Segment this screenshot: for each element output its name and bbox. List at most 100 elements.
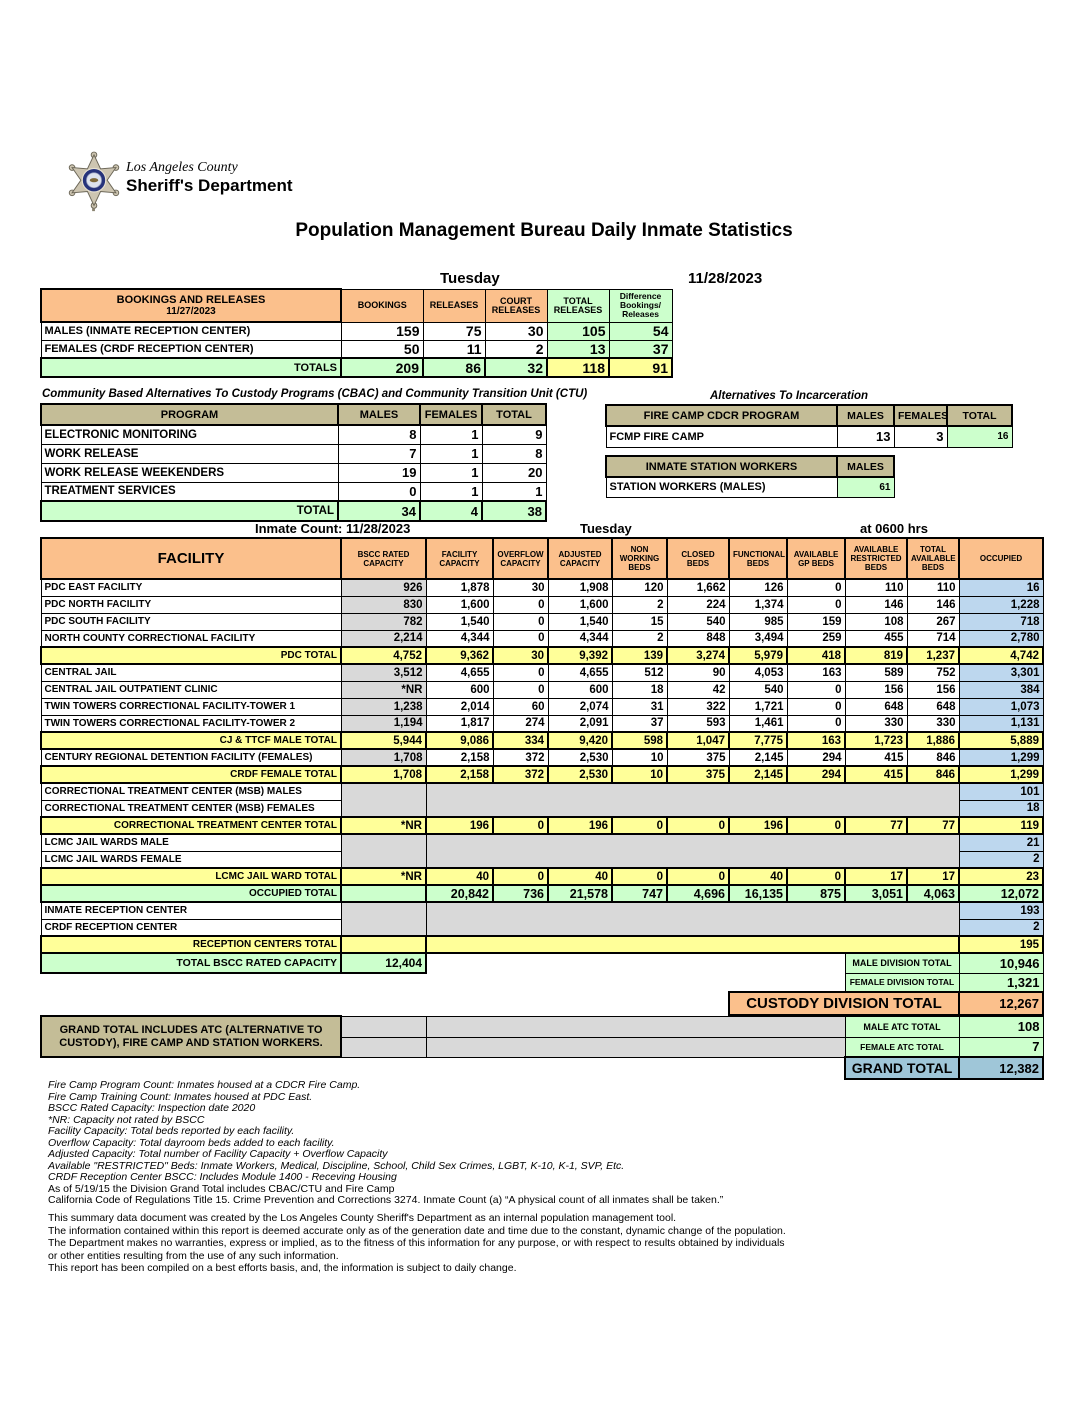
- sheriff-badge-icon: [68, 151, 120, 212]
- cell-value: 196: [425, 816, 494, 835]
- inmate-count-label: Inmate Count: 11/28/2023: [255, 521, 411, 536]
- table-row: OCCUPIED TOTAL 20,842 736 21,578 747 4,696 16,…: [40, 884, 1044, 903]
- cell-value: 0: [611, 867, 668, 886]
- cell-value: 0: [492, 595, 549, 614]
- fire-camp-table: FIRE CAMP CDCR PROGRAM MALES FEMALES TOT…: [605, 404, 1013, 448]
- footnote-line: Overflow Capacity: Total dayroom beds ad…: [48, 1136, 335, 1149]
- page-title: Population Management Bureau Daily Inmat…: [295, 220, 793, 241]
- cell-value: 1,540: [547, 612, 613, 631]
- agency-name: Los Angeles County Sheriff's Department: [126, 160, 293, 196]
- cell-value: 274: [492, 714, 549, 733]
- cell-value: 455: [844, 629, 908, 648]
- row-label: TOTAL: [40, 500, 339, 522]
- cell-value: 21,578: [547, 884, 613, 903]
- cell-value: 156: [906, 680, 960, 699]
- cell-value: 4,063: [906, 884, 960, 903]
- footnote-line: Fire Camp Training Count: Inmates housed…: [48, 1090, 313, 1103]
- cell-bookings: 50: [340, 339, 424, 359]
- row-label: PDC TOTAL: [40, 646, 342, 665]
- cell-value: 418: [786, 646, 846, 665]
- cell-females: 1: [419, 481, 483, 502]
- cell-value: 0: [492, 612, 549, 631]
- cell-value: 3,494: [728, 629, 788, 648]
- cell-males: 19: [337, 462, 421, 483]
- cell-court-releases: 2: [484, 339, 548, 359]
- cell-occupied: 1,299: [958, 748, 1044, 767]
- table-row: INMATE RECEPTION CENTER 193: [40, 901, 1044, 937]
- table-row: PDC EAST FACILITY 926 1,878 30 1,908 120 1,662…: [40, 578, 1044, 597]
- row-label: LCMC JAIL WARD TOTAL: [40, 867, 342, 886]
- table-row: LCMC JAIL WARD TOTAL *NR 40 0 40 0 0 40 0 17 17 23: [40, 867, 1044, 886]
- table-row: LCMC JAIL WARDS MALE 21: [40, 833, 1044, 869]
- cell-value: 60: [492, 697, 549, 716]
- facility-table: FACILITY BSCC RATED CAPACITY FACILITY CA…: [40, 537, 1044, 1016]
- table-row: WORK RELEASE 7 1 8: [40, 443, 547, 464]
- cbac-title: Community Based Alternatives To Custody …: [42, 388, 588, 400]
- cell-occupied: 21: [958, 833, 1044, 852]
- merged-cell: [425, 901, 960, 937]
- cell-value: 0: [786, 816, 846, 835]
- cell-bscc: 1,238: [340, 697, 427, 716]
- cell-value: 540: [728, 680, 788, 699]
- table-row: FEMALES (CRDF RECEPTION CENTER) 50 11 2 13 37: [40, 339, 673, 359]
- cell-value: 747: [611, 884, 668, 903]
- cell-occupied: 718: [958, 612, 1044, 631]
- cell-value: 9,362: [425, 646, 494, 665]
- col-total: TOTAL: [481, 403, 547, 426]
- col-facility: FACILITY: [40, 537, 342, 580]
- cell-value: 139: [611, 646, 668, 665]
- merged-cell: [425, 935, 960, 954]
- cell-occupied: 384: [958, 680, 1044, 699]
- cell-value: 0: [492, 867, 549, 886]
- cell-value: 375: [666, 748, 730, 767]
- footnote-line: CRDF Reception Center BSCC: Includes Mod…: [48, 1171, 397, 1183]
- cell-value: 9,086: [425, 731, 494, 750]
- spacer: [41, 973, 845, 992]
- ati-title: Alternatives To Incarceration: [710, 390, 869, 402]
- cell-value: 875: [786, 884, 846, 903]
- facility-header-row: FACILITY BSCC RATED CAPACITY FACILITY CA…: [40, 537, 1044, 580]
- total-bscc-label: TOTAL BSCC RATED CAPACITY: [40, 952, 342, 974]
- cell-value: 415: [844, 765, 908, 784]
- report-weekday: Tuesday: [440, 270, 500, 287]
- report-date: 11/28/2023: [688, 270, 763, 287]
- cell-value: 17: [906, 867, 960, 886]
- disclaimer-line: This report has been compiled on a best …: [48, 1262, 517, 1274]
- cell-value: 40: [728, 867, 788, 886]
- cell-value: 2,530: [547, 748, 613, 767]
- cell-value: 334: [492, 731, 549, 750]
- cell-value: 0: [492, 663, 549, 682]
- cell-bscc: [340, 884, 427, 903]
- cell-occupied: 1,073: [958, 697, 1044, 716]
- row-label: CJ & TTCF MALE TOTAL: [40, 731, 342, 750]
- cell-females: 4: [419, 500, 483, 522]
- female-atc-total-value: 7: [958, 1036, 1044, 1058]
- table-row: PDC SOUTH FACILITY 782 1,540 0 1,540 15 540 985…: [40, 612, 1044, 631]
- fire-camp-header: FIRE CAMP CDCR PROGRAM: [605, 404, 838, 427]
- cell-bscc: 926: [340, 578, 427, 597]
- table-row: CENTRAL JAIL OUTPATIENT CLINIC *NR 600 0 600…: [40, 680, 1044, 699]
- cell-value: 2,530: [547, 765, 613, 784]
- merged-cell: [425, 782, 960, 818]
- male-atc-total-label: MALE ATC TOTAL: [844, 1015, 960, 1038]
- cell-value: 0: [786, 697, 846, 716]
- cell-value: 294: [786, 748, 846, 767]
- cell-value: 4,655: [547, 663, 613, 682]
- male-atc-total-value: 108: [958, 1015, 1044, 1038]
- cell-bscc: 1,194: [340, 714, 427, 733]
- cell-value: 0: [492, 816, 549, 835]
- fire-camp-total: 16: [946, 425, 1013, 448]
- cell-value: 90: [666, 663, 730, 682]
- col-available-restricted-beds: AVAILABLE RESTRICTED BEDS: [844, 537, 908, 580]
- female-division-total-value: 1,321: [958, 972, 1044, 993]
- cell-court-releases: 32: [484, 357, 548, 378]
- cell-value: 322: [666, 697, 730, 716]
- footnote-line: California Code of Regulations Title 15.…: [48, 1194, 724, 1206]
- cell-bscc: 1,708: [340, 748, 427, 767]
- cell-value: 0: [492, 629, 549, 648]
- cell-value: 1,047: [666, 731, 730, 750]
- row-label: PDC SOUTH FACILITY: [40, 612, 342, 631]
- cell-value: 16,135: [728, 884, 788, 903]
- cell-value: 1,662: [666, 578, 730, 597]
- cell-value: 1,878: [425, 578, 494, 597]
